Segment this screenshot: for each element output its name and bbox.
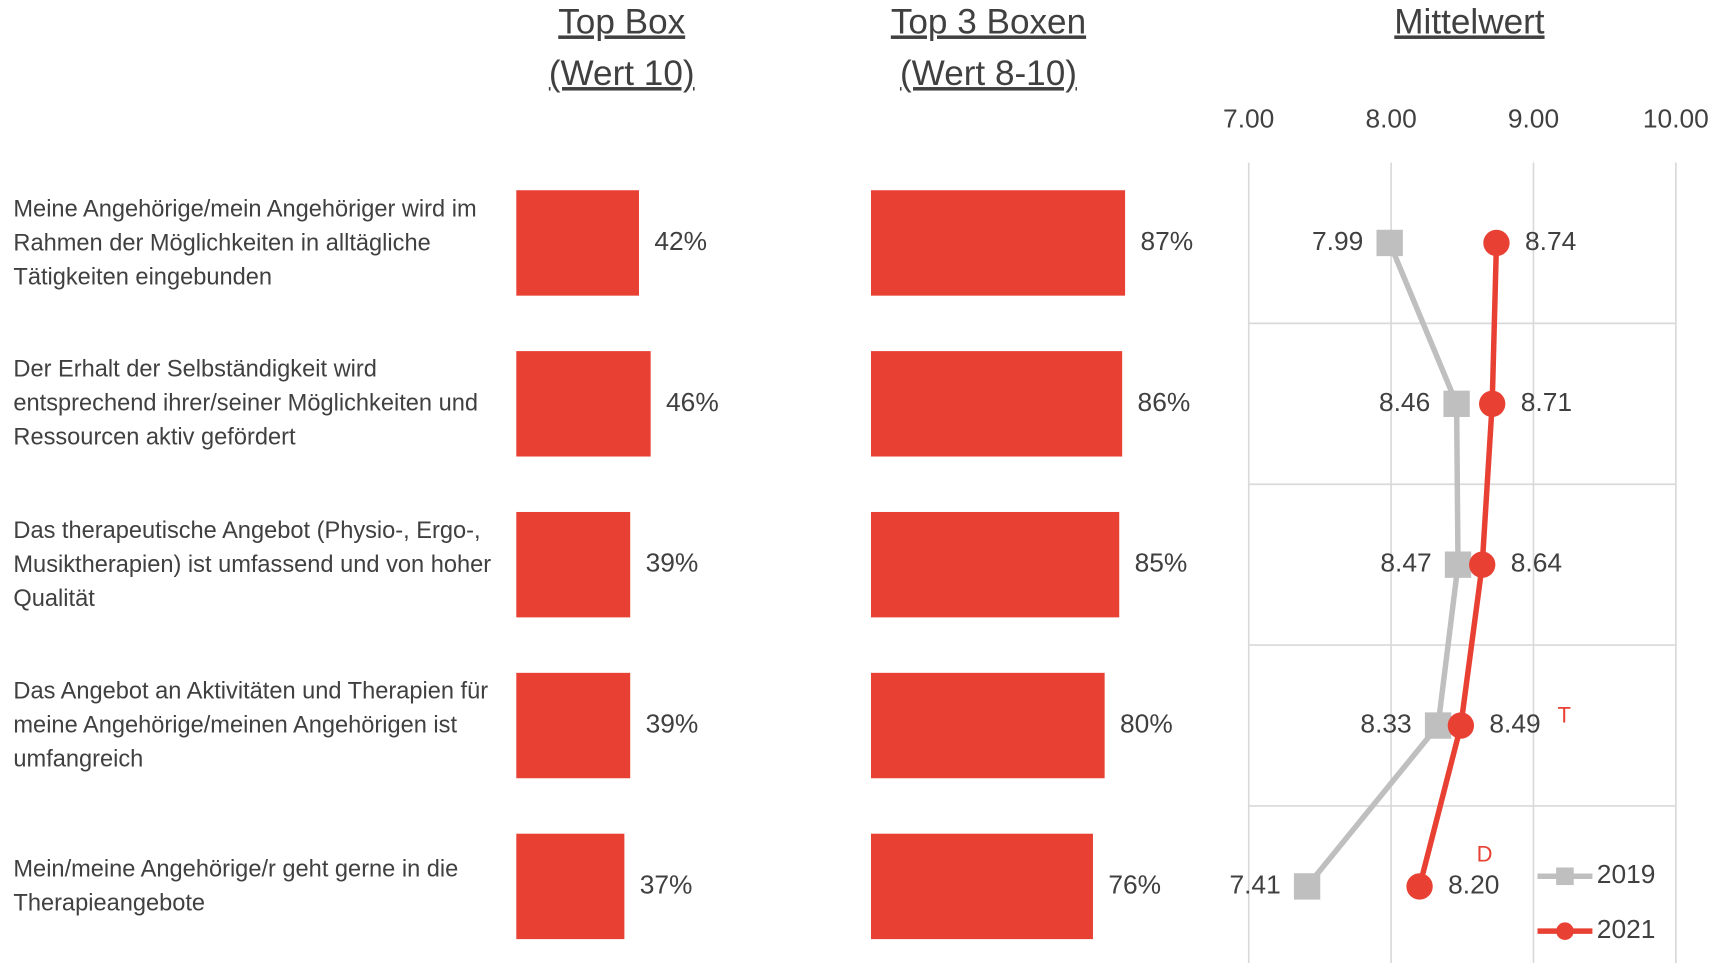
marker — [1447, 712, 1475, 739]
value-label: 8.47 — [1380, 548, 1431, 578]
category-wrap: Das Angebot an Aktivitäten und Therapien… — [13, 660, 518, 792]
x-tick-label: 7.00 — [1223, 104, 1274, 134]
value-label: 76% — [1108, 869, 1161, 899]
value-label: 7.41 — [1229, 869, 1280, 899]
value-label: 37% — [640, 869, 693, 899]
category-label-box: Das therapeutische Angebot (Physio-, Erg… — [13, 499, 518, 631]
category-label-box: Meine Angehörige/mein Angehöriger wird i… — [13, 177, 518, 309]
bar — [870, 351, 1123, 457]
value-label: 86% — [1138, 387, 1191, 417]
category-label: Meine Angehörige/mein Angehöriger wird i… — [13, 195, 477, 290]
value-label: 8.49 — [1489, 708, 1540, 738]
chart-title: Top Box — [558, 2, 685, 41]
marker — [1443, 390, 1470, 417]
category-label: Das Angebot an Aktivitäten und Therapien… — [13, 677, 489, 773]
value-label: 8.64 — [1511, 548, 1562, 578]
value-label: 87% — [1140, 226, 1193, 256]
value-label: 7.99 — [1312, 226, 1363, 256]
category-wrap: Meine Angehörige/mein Angehöriger wird i… — [13, 177, 518, 309]
x-tick-label: 10.00 — [1643, 104, 1709, 134]
value-label: 42% — [654, 226, 707, 256]
bar — [516, 190, 639, 296]
category-label: Mein/meine Angehörige/r geht gerne in di… — [13, 855, 459, 917]
marker — [1444, 551, 1472, 578]
category-label: Das therapeutische Angebot (Physio-, Erg… — [13, 516, 492, 612]
bar — [516, 672, 631, 779]
marker — [1469, 551, 1496, 578]
category-label-box: Mein/meine Angehörige/r geht gerne in di… — [13, 821, 518, 953]
chart-title: Top 3 Boxen — [891, 2, 1086, 41]
bar — [870, 190, 1126, 296]
bar — [870, 833, 1093, 940]
marker — [1376, 229, 1403, 257]
bar — [870, 511, 1120, 618]
value-label: 8.46 — [1379, 387, 1430, 417]
value-label: 46% — [666, 387, 719, 417]
bar — [516, 351, 651, 457]
value-label: 39% — [646, 548, 699, 578]
x-tick-label: 8.00 — [1365, 104, 1416, 134]
x-tick-label: 9.00 — [1508, 104, 1559, 134]
marker — [1424, 712, 1452, 739]
marker — [1479, 390, 1506, 417]
annotation: D — [1477, 841, 1493, 866]
marker — [1483, 229, 1510, 257]
legend-marker — [1556, 867, 1574, 886]
category-wrap: Das therapeutische Angebot (Physio-, Erg… — [13, 499, 518, 631]
value-label: 85% — [1135, 548, 1188, 578]
marker — [1406, 873, 1433, 900]
chart-title: Mittelwert — [1394, 2, 1545, 41]
value-label: 80% — [1120, 708, 1173, 738]
value-label: 8.74 — [1525, 226, 1576, 256]
category-label: Der Erhalt der Selbständigkeit wird ents… — [13, 356, 478, 451]
category-wrap: Der Erhalt der Selbständigkeit wird ents… — [13, 338, 518, 470]
bar — [516, 511, 631, 618]
legend-label: 2021 — [1597, 914, 1656, 944]
chart-title: (Wert 10) — [549, 54, 695, 93]
bar — [516, 833, 625, 940]
category-wrap: Mein/meine Angehörige/r geht gerne in di… — [13, 821, 518, 953]
category-label-box: Das Angebot an Aktivitäten und Therapien… — [13, 660, 518, 792]
value-label: 8.20 — [1448, 869, 1499, 899]
legend-marker — [1556, 922, 1574, 940]
chart-title: (Wert 8-10) — [900, 54, 1077, 93]
legend-label: 2019 — [1597, 859, 1656, 889]
annotation: T — [1557, 703, 1570, 728]
marker — [1293, 873, 1321, 900]
value-label: 39% — [646, 708, 699, 738]
bar — [870, 672, 1105, 779]
category-label-box: Der Erhalt der Selbständigkeit wird ents… — [13, 338, 518, 470]
value-label: 8.33 — [1360, 708, 1411, 738]
value-label: 8.71 — [1521, 387, 1572, 417]
